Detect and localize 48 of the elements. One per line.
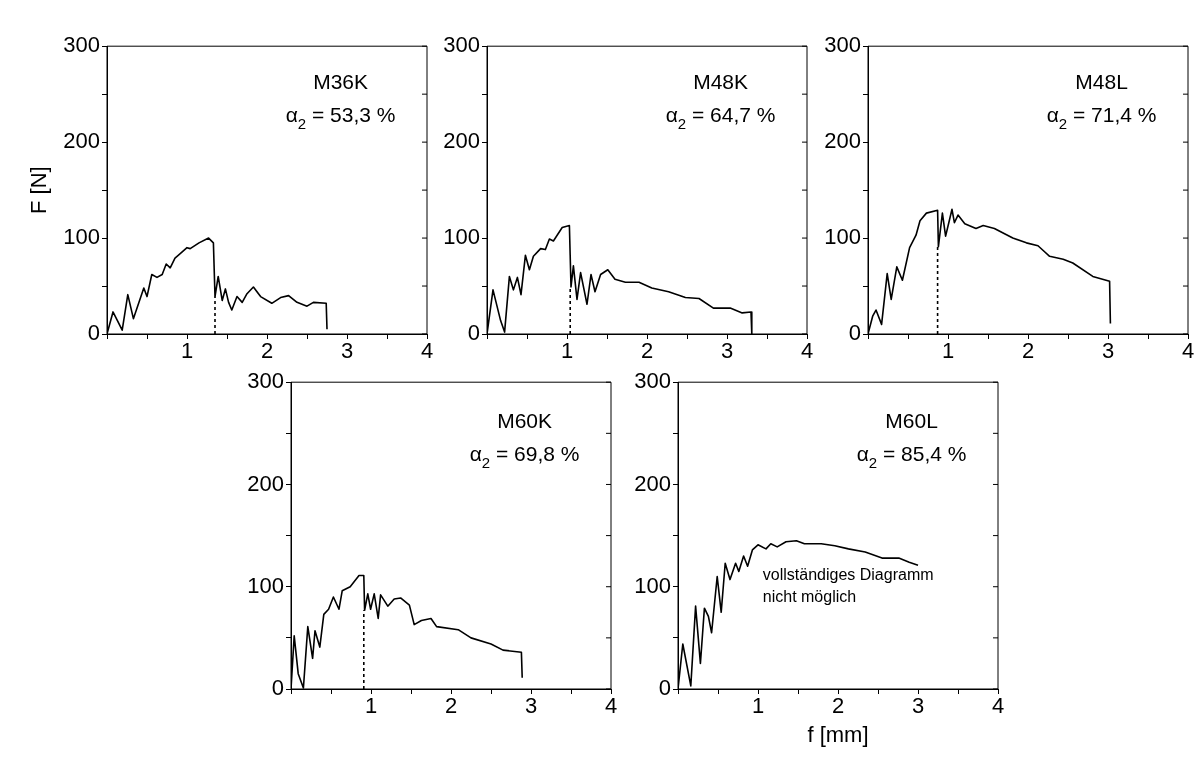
x-tick-label: 1 bbox=[941, 338, 955, 364]
y-tick-label: 100 bbox=[247, 572, 284, 598]
x-tick-label: 3 bbox=[911, 693, 925, 719]
x-tick-label: 3 bbox=[524, 693, 538, 719]
y-tick-label: 0 bbox=[848, 320, 861, 346]
x-tick-label: 2 bbox=[1021, 338, 1035, 364]
x-tick-label: 2 bbox=[260, 338, 274, 364]
y-tick-label: 200 bbox=[824, 128, 861, 154]
x-tick-label: 4 bbox=[604, 693, 618, 719]
x-tick-label: 2 bbox=[831, 693, 845, 719]
y-axis-title: F [N] bbox=[26, 166, 52, 214]
x-tick-label: 2 bbox=[640, 338, 654, 364]
annotation: M36K bbox=[313, 70, 369, 94]
x-tick-label: 3 bbox=[720, 338, 734, 364]
y-tick-label: 300 bbox=[63, 32, 100, 58]
x-tick-label: 4 bbox=[991, 693, 1005, 719]
x-tick-label: 4 bbox=[420, 338, 434, 364]
annotation: M60L bbox=[885, 409, 938, 433]
x-tick-label: 4 bbox=[1181, 338, 1195, 364]
y-tick-label: 100 bbox=[634, 572, 671, 598]
y-tick-label: 0 bbox=[87, 320, 100, 346]
annotation: vollständiges Diagramm nicht möglich bbox=[762, 566, 934, 606]
annotation: M48K bbox=[693, 70, 749, 94]
x-tick-label: 1 bbox=[364, 693, 378, 719]
y-tick-label: 0 bbox=[467, 320, 480, 346]
y-tick-label: 300 bbox=[824, 32, 861, 58]
x-tick-label: 3 bbox=[1101, 338, 1115, 364]
x-tick-label: 2 bbox=[444, 693, 458, 719]
annotation: M48L bbox=[1075, 70, 1128, 94]
x-tick-label: 1 bbox=[560, 338, 574, 364]
x-axis-title: f [mm] bbox=[807, 721, 869, 747]
y-tick-label: 200 bbox=[63, 128, 100, 154]
y-tick-label: 300 bbox=[443, 32, 480, 58]
x-tick-label: 1 bbox=[751, 693, 765, 719]
annotation: M60K bbox=[497, 409, 553, 433]
x-tick-label: 4 bbox=[800, 338, 814, 364]
y-tick-label: 0 bbox=[658, 675, 671, 701]
y-tick-label: 200 bbox=[443, 128, 480, 154]
y-tick-label: 300 bbox=[634, 368, 671, 394]
x-tick-label: 1 bbox=[180, 338, 194, 364]
x-tick-label: 3 bbox=[340, 338, 354, 364]
y-tick-label: 0 bbox=[271, 675, 284, 701]
y-tick-label: 100 bbox=[824, 224, 861, 250]
y-tick-label: 100 bbox=[63, 224, 100, 250]
y-tick-label: 100 bbox=[443, 224, 480, 250]
y-tick-label: 300 bbox=[247, 368, 284, 394]
y-tick-label: 200 bbox=[634, 470, 671, 496]
y-tick-label: 200 bbox=[247, 470, 284, 496]
